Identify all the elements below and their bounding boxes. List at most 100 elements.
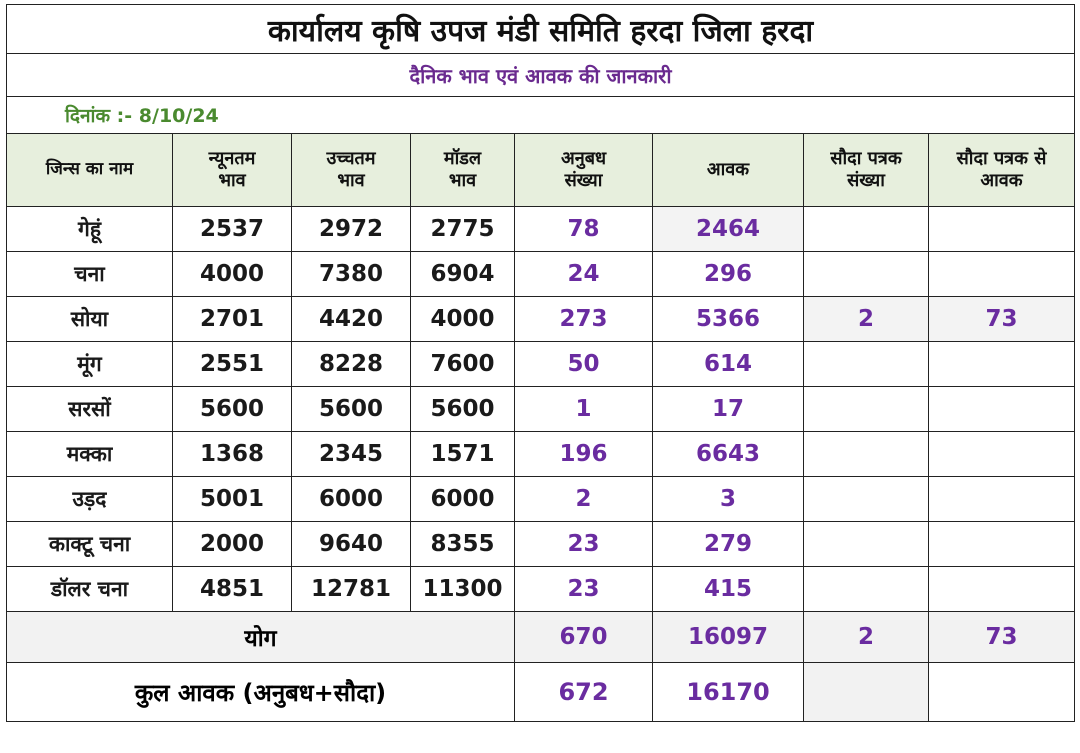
date-row: दिनांक :- 8/10/24 (5, 96, 1076, 134)
grand-total-arrival: 16170 (652, 662, 804, 722)
table-row: उड़द 5001 6000 6000 2 3 (6, 476, 1076, 522)
total-arrival: 16097 (652, 611, 804, 663)
deal-arrival (927, 566, 1076, 612)
contract-count: 24 (514, 251, 653, 297)
contract-count: 78 (514, 206, 653, 252)
deal-arrival (927, 341, 1076, 387)
contract-count: 196 (514, 431, 653, 477)
contract-count: 1 (514, 386, 653, 432)
grand-total-contract: 672 (514, 662, 653, 722)
commodity-name: सरसों (6, 386, 173, 432)
min-price: 1368 (172, 431, 292, 477)
arrival-value: 614 (652, 341, 804, 387)
table-row: गेहूं 2537 2972 2775 78 2464 (6, 206, 1076, 252)
table-row: सोया 2701 4420 4000 273 5366 2 73 (6, 296, 1076, 342)
min-price: 5001 (172, 476, 292, 522)
arrival-value: 6643 (652, 431, 804, 477)
table-row: चना 4000 7380 6904 24 296 (6, 251, 1076, 297)
min-price: 2551 (172, 341, 292, 387)
total-contract: 670 (514, 611, 653, 663)
deal-count (803, 521, 929, 567)
arrival-value: 2464 (652, 206, 804, 252)
commodity-name: सोया (6, 296, 173, 342)
min-price: 4000 (172, 251, 292, 297)
model-price: 7600 (410, 341, 515, 387)
mandi-rate-table: कार्यालय कृषि उपज मंडी समिति हरदा जिला ह… (5, 4, 1076, 722)
total-deal-arrival: 73 (927, 611, 1076, 663)
min-price: 5600 (172, 386, 292, 432)
contract-count: 50 (514, 341, 653, 387)
max-price: 6000 (291, 476, 411, 522)
contract-count: 273 (514, 296, 653, 342)
max-price: 7380 (291, 251, 411, 297)
table-row: मक्का 1368 2345 1571 196 6643 (6, 431, 1076, 477)
model-price: 5600 (410, 386, 515, 432)
grand-total-empty (803, 662, 929, 722)
commodity-name: चना (6, 251, 173, 297)
grand-total-empty (927, 662, 1076, 722)
max-price: 9640 (291, 521, 411, 567)
deal-count (803, 566, 929, 612)
model-price: 6000 (410, 476, 515, 522)
grand-total-row: कुल आवक (अनुबध+सौदा) 672 16170 (6, 662, 1076, 722)
max-price: 4420 (291, 296, 411, 342)
arrival-value: 17 (652, 386, 804, 432)
max-price: 8228 (291, 341, 411, 387)
deal-arrival: 73 (927, 296, 1076, 342)
deal-count (803, 386, 929, 432)
arrival-value: 5366 (652, 296, 804, 342)
commodity-name: काक्टू चना (6, 521, 173, 567)
min-price: 2537 (172, 206, 292, 252)
col-header-max: उच्चतम भाव (291, 133, 411, 207)
col-header-name: जिन्स का नाम (6, 133, 173, 207)
deal-arrival (927, 476, 1076, 522)
page-title: कार्यालय कृषि उपज मंडी समिति हरदा जिला ह… (5, 4, 1076, 54)
table-row: सरसों 5600 5600 5600 1 17 (6, 386, 1076, 432)
min-price: 4851 (172, 566, 292, 612)
deal-count (803, 476, 929, 522)
arrival-value: 3 (652, 476, 804, 522)
col-header-contract: अनुबध संख्या (514, 133, 653, 207)
deal-count (803, 431, 929, 477)
table-row: काक्टू चना 2000 9640 8355 23 279 (6, 521, 1076, 567)
deal-arrival (927, 431, 1076, 477)
col-header-arrival: आवक (652, 133, 804, 207)
header-row: जिन्स का नाम न्यूनतम भाव उच्चतम भाव मॉडल भा… (6, 133, 1076, 207)
contract-count: 23 (514, 566, 653, 612)
col-header-deal-arrival: सौदा पत्रक से आवक (927, 133, 1076, 207)
arrival-value: 415 (652, 566, 804, 612)
deal-arrival (927, 386, 1076, 432)
total-row: योग 670 16097 2 73 (6, 611, 1076, 663)
date-value: 8/10/24 (138, 105, 219, 127)
model-price: 1571 (410, 431, 515, 477)
commodity-name: उड़द (6, 476, 173, 522)
model-price: 4000 (410, 296, 515, 342)
deal-count (803, 341, 929, 387)
arrival-value: 296 (652, 251, 804, 297)
max-price: 2345 (291, 431, 411, 477)
total-deal: 2 (803, 611, 929, 663)
model-price: 8355 (410, 521, 515, 567)
col-header-min: न्यूनतम भाव (172, 133, 292, 207)
max-price: 2972 (291, 206, 411, 252)
deal-arrival (927, 251, 1076, 297)
commodity-name: डॉलर चना (6, 566, 173, 612)
arrival-value: 279 (652, 521, 804, 567)
min-price: 2000 (172, 521, 292, 567)
total-label: योग (6, 611, 515, 663)
contract-count: 2 (514, 476, 653, 522)
deal-arrival (927, 206, 1076, 252)
commodity-name: गेहूं (6, 206, 173, 252)
page-subtitle: दैनिक भाव एवं आवक की जानकारी (5, 53, 1076, 97)
commodity-name: मक्का (6, 431, 173, 477)
contract-count: 23 (514, 521, 653, 567)
table-row: मूंग 2551 8228 7600 50 614 (6, 341, 1076, 387)
model-price: 11300 (410, 566, 515, 612)
model-price: 2775 (410, 206, 515, 252)
table-row: डॉलर चना 4851 12781 11300 23 415 (6, 566, 1076, 612)
max-price: 5600 (291, 386, 411, 432)
deal-arrival (927, 521, 1076, 567)
deal-count (803, 251, 929, 297)
deal-count: 2 (803, 296, 929, 342)
